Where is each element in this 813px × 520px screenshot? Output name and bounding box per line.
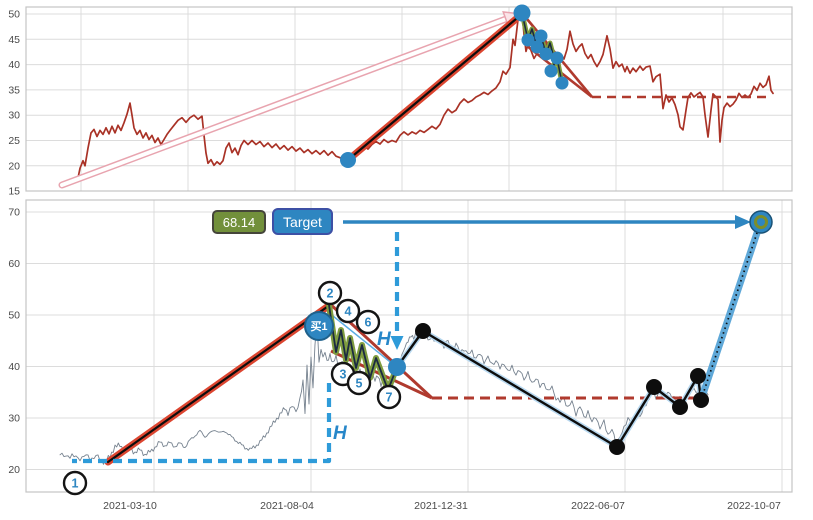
sequence-point-circle: [335, 298, 361, 324]
x-axis-tick-label: 2021-08-04: [260, 500, 314, 512]
detail-flag-zigzag-navy: [328, 304, 398, 391]
x-axis-tick-label: 2021-03-10: [103, 500, 157, 512]
y-axis-tick-label: 30: [8, 413, 20, 425]
overview-swing-low-dot: [340, 152, 356, 168]
y-axis-tick-label: 40: [8, 361, 20, 373]
sequence-point-circle: [346, 370, 372, 396]
y-axis-tick-label: 30: [8, 110, 20, 122]
overview-peak-dot: [513, 4, 531, 22]
sequence-point-circle: [355, 309, 381, 335]
overview-flagpole-core: [346, 12, 524, 162]
overview-flag-dot: [544, 64, 558, 78]
y-axis-tick-label: 50: [8, 9, 20, 21]
x-axis-tick-label: 2022-06-07: [571, 500, 625, 512]
buy-signal-badge-label: 买1: [310, 320, 327, 333]
y-axis-tick-label: 40: [8, 59, 20, 71]
pivot-dot: [693, 392, 709, 408]
detail-panel-border: [25, 199, 793, 493]
y-axis-tick-label: 60: [8, 258, 20, 270]
sequence-point-circle: [62, 470, 88, 496]
y-axis-tick-label: 20: [8, 464, 20, 476]
target-dot: [749, 210, 773, 234]
pink-channel-arrow-shaft-inner: [60, 17, 508, 187]
overview-panel-border: [25, 6, 793, 192]
y-axis-tick-label: 45: [8, 34, 20, 46]
x-axis-tick-label: 2022-10-07: [727, 500, 781, 512]
pole-height-label-left: H: [333, 423, 347, 444]
buy-signal-badge: [304, 311, 334, 341]
y-axis-tick-label: 25: [8, 135, 20, 147]
detail-flagpole-core: [106, 305, 329, 464]
breakout-dot: [388, 358, 406, 376]
y-axis-tick-label: 70: [8, 207, 20, 219]
sequence-point-number: 5: [356, 377, 363, 391]
overview-flag-dot: [555, 76, 569, 90]
pivot-dot: [415, 323, 431, 339]
pivot-dot: [690, 368, 706, 384]
y-axis-tick-label: 20: [8, 160, 20, 172]
pole-height-label-right: H: [377, 329, 391, 350]
pivot-dot: [646, 379, 662, 395]
detail-channel-midline: [332, 315, 400, 370]
target-projection-dotted-core: [700, 223, 761, 401]
target-dot-ring: [754, 215, 768, 229]
height-projection-arrowhead: [390, 336, 404, 350]
sequence-point-circle: [317, 280, 343, 306]
sequence-point-number: 4: [345, 305, 352, 319]
y-axis-tick-label: 35: [8, 84, 20, 96]
measured-target-price-badge: 68.14: [212, 210, 266, 234]
x-axis-tick-label: 2021-12-31: [414, 500, 468, 512]
sequence-point-number: 6: [365, 316, 372, 330]
overview-flag-dot: [521, 33, 535, 47]
overview-flag-dot: [534, 29, 548, 43]
y-axis-tick-label: 15: [8, 186, 20, 198]
overview-panel-plot-area: [26, 7, 792, 191]
sequence-point-number: 7: [386, 391, 393, 405]
overview-flag-dot: [539, 47, 553, 61]
sequence-point-number: 3: [340, 368, 347, 382]
pivot-dot: [609, 439, 625, 455]
overview-price-line: [77, 11, 774, 179]
pivot-dot: [672, 399, 688, 415]
overview-flag-dot: [530, 40, 544, 54]
height-measure-dashed-left: [72, 383, 332, 464]
sequence-point-number: 1: [72, 477, 79, 491]
target-level-arrowhead: [735, 215, 751, 229]
sequence-point-circle: [376, 384, 402, 410]
target-badge: Target: [272, 208, 333, 235]
overview-flag-dot: [550, 51, 564, 65]
sequence-point-number: 2: [327, 287, 334, 301]
y-axis-tick-label: 50: [8, 310, 20, 322]
